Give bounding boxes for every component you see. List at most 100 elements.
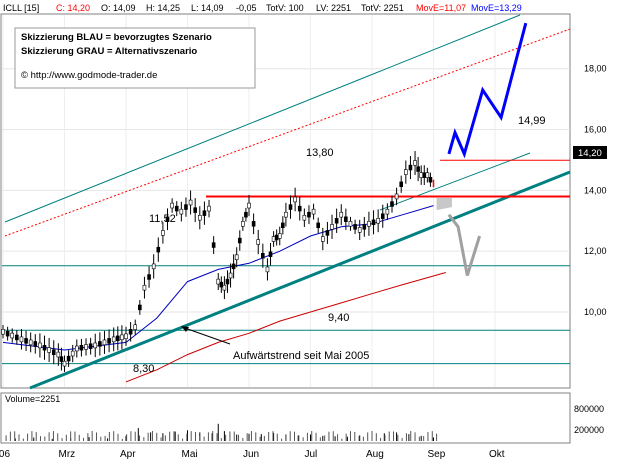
price-candle-body — [202, 210, 207, 216]
price-candle-body — [307, 211, 311, 218]
scenario-gray-zone — [436, 197, 452, 211]
header-value: H: 14,25 — [146, 3, 180, 13]
x-tick-label: Jul — [305, 449, 318, 460]
price-candle-body — [344, 216, 348, 222]
header-value: MovE=13,29 — [471, 3, 522, 13]
price-candle-body — [211, 242, 216, 248]
price-candle-body — [404, 169, 408, 175]
price-candle-body — [116, 335, 120, 342]
price-candle-body — [325, 230, 330, 236]
price-candle-body — [193, 207, 197, 213]
price-candle-body — [261, 252, 265, 259]
price-series — [1, 151, 435, 372]
price-candle-body — [107, 338, 111, 344]
price-candle-body — [33, 341, 38, 347]
price-candle-body — [385, 208, 390, 215]
price-candle-body — [24, 338, 28, 344]
label-1152: 11,52 — [149, 213, 176, 225]
price-candle-body — [428, 176, 433, 183]
header-value: LV: 2251 — [316, 3, 351, 13]
price-candle-body — [422, 172, 427, 178]
x-tick-label: Aug — [366, 449, 384, 460]
price-candle-body — [42, 344, 47, 351]
price-candle-body — [75, 345, 79, 352]
trend-label: Aufwärtstrend seit Mai 2005 — [233, 350, 369, 362]
trend-arrow — [181, 326, 231, 345]
price-candle-body — [390, 201, 394, 207]
main-uptrend-line — [29, 170, 571, 390]
price-candle-body — [271, 236, 276, 242]
price-candle-body — [225, 278, 230, 285]
price-candle-body — [302, 214, 307, 221]
x-tick-label: Mrz — [59, 449, 76, 460]
price-candle-body — [111, 336, 116, 343]
volume-bars — [5, 423, 438, 441]
price-candle-body — [66, 355, 71, 362]
price-candle-body — [19, 336, 24, 343]
price-candle-body — [330, 224, 334, 230]
label-1380: 13,80 — [306, 147, 334, 159]
price-candle-body — [88, 343, 93, 349]
price-candle-body — [316, 222, 320, 229]
price-candle-body — [147, 274, 151, 280]
x-tick-label: Apr — [120, 449, 136, 460]
y-tick-label: 10,00 — [584, 307, 607, 317]
header-value: O: 14,09 — [101, 3, 136, 13]
x-tick-label: Jun — [243, 449, 259, 460]
price-candle-body — [284, 211, 288, 218]
price-candle-body — [184, 204, 188, 210]
price-candle-body — [120, 334, 124, 341]
price-candle-body — [1, 329, 5, 335]
price-candle-body — [124, 333, 128, 340]
price-candle-body — [174, 205, 179, 212]
price-candle-body — [237, 237, 242, 244]
price-candle-body — [419, 172, 424, 178]
price-candle-body — [15, 334, 19, 341]
price-candle-body — [79, 344, 84, 351]
price-candle-body — [28, 339, 33, 346]
scenario-sketches — [436, 22, 528, 276]
scenario-gray-path — [447, 213, 482, 276]
price-candle-body — [320, 236, 325, 242]
price-candle-body — [413, 160, 417, 166]
price-candle-body — [399, 181, 404, 188]
header-value: -0,05 — [236, 3, 257, 13]
price-candle-body — [62, 360, 67, 367]
price-candle-body — [425, 172, 430, 178]
price-candle-body — [179, 208, 184, 215]
price-candle-body — [10, 332, 15, 339]
price-candle-body — [416, 166, 420, 172]
axes: 10,00 12,00 14,00 16,00 18,00 '06 Mrz Apr Mai Jun… — [0, 64, 607, 460]
dashed-trend-line — [4, 28, 571, 237]
header-value: TotV: 100 — [266, 3, 304, 13]
price-candle-body — [138, 304, 142, 311]
x-tick-label: Mai — [182, 449, 198, 460]
price-candle-body — [93, 342, 98, 349]
price-candle-body — [367, 221, 371, 227]
support-resistance-levels — [2, 159, 570, 365]
price-candle-body — [133, 324, 138, 330]
price-candle-body — [277, 233, 282, 239]
price-candle-body — [56, 351, 61, 358]
trend-channels — [4, 14, 571, 390]
last-price-tag — [573, 146, 607, 159]
price-candle-body — [198, 214, 202, 221]
price-candle-body — [362, 224, 367, 230]
last-price-label: 14,20 — [578, 148, 602, 159]
price-candle-body — [288, 204, 293, 210]
price-candle-body — [348, 221, 353, 227]
price-candle-body — [5, 330, 10, 337]
price-candle-body — [98, 341, 102, 347]
price-candle-body — [70, 350, 75, 357]
legend-box — [14, 27, 256, 89]
y-tick-label: 16,00 — [584, 125, 607, 135]
price-candle-body — [256, 239, 261, 245]
price-candle-body — [234, 254, 239, 260]
price-candle-body — [161, 230, 165, 236]
label-830: 8,30 — [133, 363, 154, 375]
upper-channel-line — [4, 14, 521, 223]
x-tick-label: Sep — [428, 449, 446, 460]
header-values: C: 14,20 O: 14,09 H: 14,25 L: 14,09 -0,05 Tot… — [56, 3, 522, 13]
legend-line-gray: Skizzierung GRAU = Alternativszenario — [21, 46, 197, 57]
